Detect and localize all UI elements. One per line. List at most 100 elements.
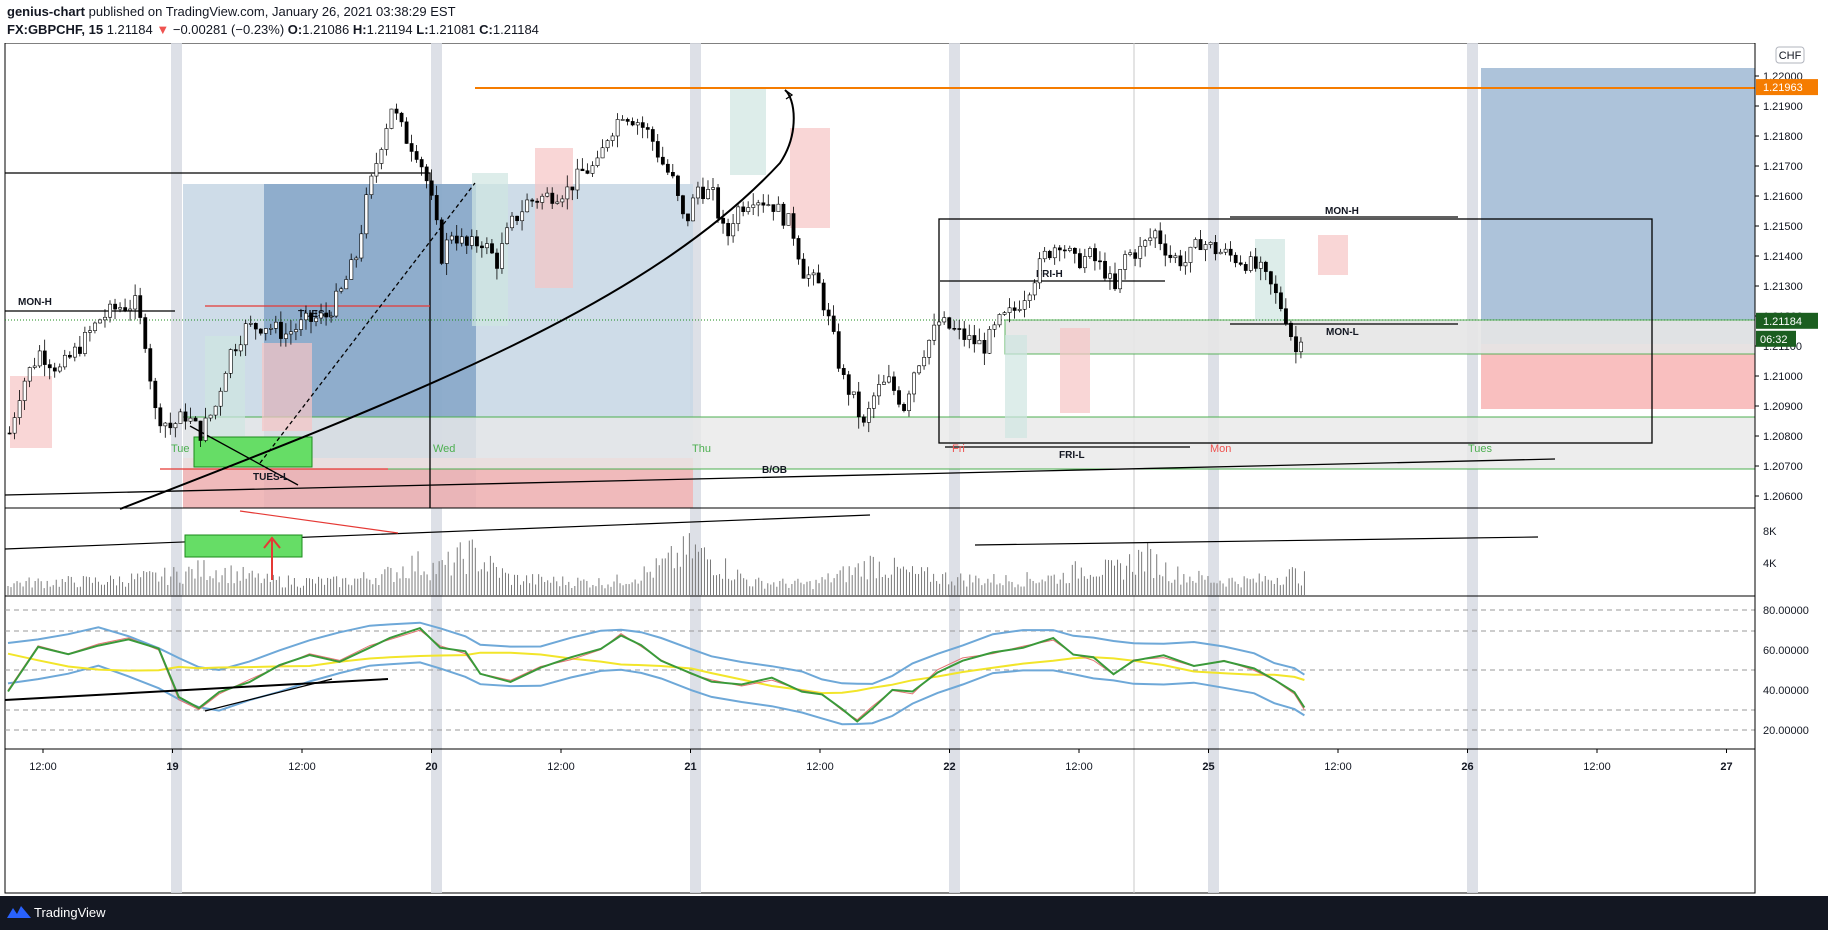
candle-body (992, 324, 997, 330)
candle-body (640, 122, 645, 128)
price-axis-bg (1755, 43, 1828, 893)
candle-body (731, 223, 736, 237)
candle-body (1078, 253, 1082, 269)
tradingview-logo-icon[interactable] (7, 904, 31, 920)
price-tick-label: 1.20800 (1763, 431, 1803, 443)
candle-body (811, 272, 816, 276)
candle-body (490, 243, 494, 254)
candle-body (736, 206, 741, 224)
candle-body (1183, 262, 1188, 267)
candle-body (213, 405, 218, 416)
candle-body (1163, 243, 1168, 256)
candle-body (439, 219, 444, 264)
candle-body (505, 227, 509, 244)
label-mon-l: MON-L (1326, 327, 1359, 338)
volume-axis-ticks: 8K 4K (1763, 526, 1777, 570)
candle-body (98, 319, 102, 324)
candle-body (62, 354, 67, 368)
osc-tick-label: 20.00000 (1763, 725, 1809, 737)
time-tick-label: 12:00 (288, 761, 316, 773)
candle-body (1012, 307, 1017, 311)
session-mon: Mon (1210, 443, 1231, 455)
author-name[interactable]: genius-chart (7, 4, 86, 19)
candle-body (475, 236, 479, 247)
candle-body (1118, 269, 1123, 290)
candle-body (133, 295, 138, 310)
osc-tick-label: 80.00000 (1763, 605, 1809, 617)
candle-body (555, 201, 560, 204)
candle-body (691, 197, 695, 222)
price-tick-label: 1.20600 (1763, 491, 1803, 503)
candle-body (389, 108, 394, 129)
candle-body (1017, 308, 1022, 311)
price-change: −0.00281 (−0.23%) (172, 22, 285, 37)
time-axis-ticks[interactable]: 12:00 19 12:00 20 12:00 21 12:00 22 12:00 25 12:00… (29, 749, 1733, 773)
candle-body (615, 119, 620, 137)
candle-body (856, 391, 861, 418)
label-tues-l-bottom: TUES-L (253, 472, 289, 483)
time-tick-label: 19 (166, 761, 178, 773)
candle-body (7, 432, 12, 435)
candle-body (560, 198, 565, 203)
price-axis-ticks[interactable]: 1.220001.219001.218001.217001.216001.215… (1755, 71, 1803, 503)
candle-body (982, 339, 987, 354)
orange-level-tag (1756, 79, 1818, 96)
time-tick-label: 12:00 (1065, 761, 1093, 773)
candle-body (1173, 255, 1178, 259)
candle-body (123, 307, 128, 311)
price-tick-label: 1.21700 (1763, 161, 1803, 173)
candle-body (289, 331, 293, 335)
orange-level-label: 1.21963 (1763, 82, 1803, 94)
session-tue: Tue (171, 443, 190, 455)
candle-body (449, 235, 454, 241)
candle-body (701, 186, 705, 199)
session-labels: Tue Wed Thu Fri Mon Tues (171, 443, 1493, 455)
countdown-label: 06:32 (1760, 334, 1788, 346)
candle-body (1218, 251, 1223, 255)
candle-body (1238, 262, 1243, 265)
candle-body (1027, 294, 1032, 301)
candle-body (565, 186, 570, 200)
candle-body (424, 166, 429, 182)
candle-body (520, 211, 525, 222)
candle-body (294, 329, 298, 333)
candle-body (469, 236, 474, 246)
candle-body (1133, 252, 1138, 259)
candle-body (1289, 322, 1293, 337)
candle-body (670, 172, 675, 177)
candle-body (284, 333, 288, 339)
candle-body (103, 316, 107, 321)
candle-body (721, 217, 726, 224)
candle-body (1007, 307, 1012, 313)
candle-body (902, 404, 906, 411)
candle-body (585, 170, 590, 174)
candle-body (409, 143, 414, 152)
candle-body (369, 175, 374, 195)
low-label: L: (416, 22, 429, 37)
symbol-info: FX:GBPCHF, 15 1.21184 ▼ −0.00281 (−0.23%… (7, 22, 539, 37)
candle-body (997, 314, 1002, 326)
chart-canvas[interactable]: MON-H TUES-L TUES-L FRI-H FRI-L MON-H MO… (0, 43, 1828, 896)
candle-body (776, 203, 781, 212)
time-tick-label: 25 (1202, 761, 1214, 773)
candle-body (660, 156, 665, 165)
mon-l-zone (1004, 319, 1756, 355)
candle-body (645, 127, 650, 130)
long-target-zone (1481, 68, 1755, 344)
currency-badge[interactable] (1775, 46, 1805, 64)
candle-body (620, 119, 625, 121)
candle-body (826, 309, 831, 317)
osc-tick-label: 60.00000 (1763, 645, 1809, 657)
candle-body (113, 303, 118, 310)
footer-brand[interactable]: TradingView (34, 905, 106, 920)
candle-body (1052, 247, 1057, 259)
candle-body (349, 259, 354, 280)
candle-body (1138, 245, 1143, 259)
candle-body (766, 204, 771, 206)
candle-body (1002, 312, 1007, 315)
candle-body (1083, 256, 1087, 269)
candle-body (1093, 248, 1097, 262)
low-value: 1.21081 (428, 22, 476, 37)
time-tick-label: 27 (1720, 761, 1732, 773)
price-tick-label: 1.20900 (1763, 401, 1803, 413)
